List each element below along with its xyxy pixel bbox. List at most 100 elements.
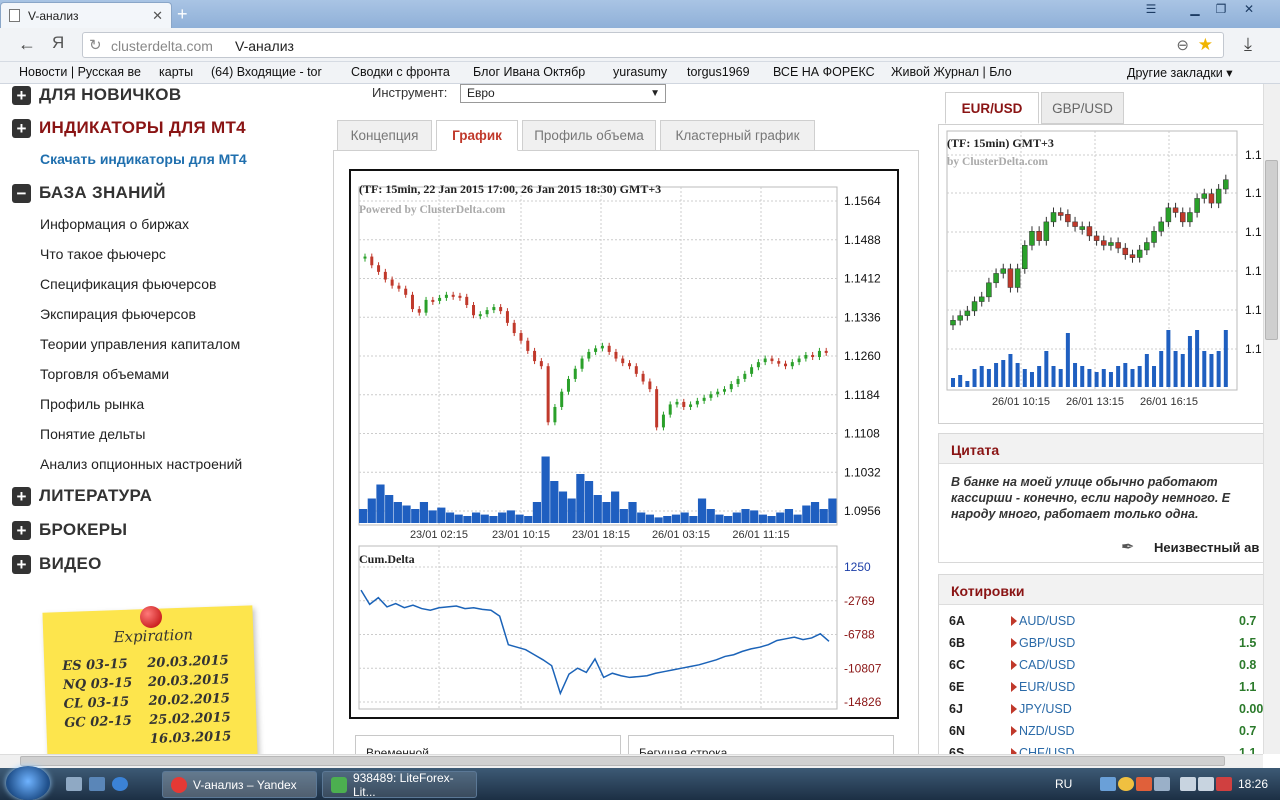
language-indicator[interactable]: RU [1055,777,1073,791]
quote-row[interactable]: 6E EUR/USD 1.1 [949,680,1257,694]
volume-bar [637,512,646,523]
knowledge-link[interactable]: Экспирация фьючерсов [40,306,196,322]
instrument-select[interactable]: Евро ▼ [460,84,666,103]
minimize-icon[interactable]: ▁ [1190,2,1200,16]
bookmark-item[interactable]: (64) Входящие - tor [211,65,322,79]
expand-icon[interactable]: + [12,118,31,138]
section-indicators[interactable]: + ИНДИКАТОРЫ ДЛЯ МТ4 [12,117,246,139]
tray-icon[interactable] [1136,777,1152,791]
quote-row[interactable]: 6N NZD/USD 0.7 [949,724,1257,738]
bookmark-item[interactable]: Блог Ивана Октябр [473,65,586,79]
back-arrow-icon[interactable]: ← [18,34,36,54]
expand-icon[interactable]: + [12,85,31,105]
tab-volume-profile[interactable]: Профиль объема [522,120,656,151]
collapse-icon[interactable]: − [12,183,31,203]
taskbar-item-yandex[interactable]: V-анализ – Yandex [162,771,317,798]
section-literature[interactable]: + ЛИТЕРАТУРА [12,485,152,507]
candle-body [560,391,564,407]
section-label: ИНДИКАТОРЫ ДЛЯ МТ4 [39,118,246,137]
knowledge-link[interactable]: Спецификация фьючерсов [40,276,217,292]
taskbar-item-liteforex[interactable]: 938489: LiteForex-Lit... [322,771,477,799]
candle-body [790,362,794,367]
candle-body [390,279,394,286]
bottom-box-ticker[interactable]: Бегущая строка [628,735,894,754]
expand-icon[interactable]: + [12,554,31,574]
horizontal-scroll-thumb[interactable] [20,756,1225,766]
browser-tab[interactable]: V-анализ ✕ [0,2,172,28]
tab-eurusd[interactable]: EUR/USD [945,92,1039,124]
explorer-icon[interactable] [89,777,105,791]
candle-body [661,414,665,428]
tab-chart[interactable]: График [436,120,518,151]
knowledge-link[interactable]: Теории управления капиталом [40,336,241,352]
section-video[interactable]: + ВИДЕО [12,553,102,575]
knowledge-link[interactable]: Понятие дельты [40,426,146,442]
vertical-scroll-thumb[interactable] [1265,160,1278,340]
y-tick-label: 1.1 [1245,148,1262,162]
tab-cluster-chart[interactable]: Кластерный график [660,120,815,151]
restore-icon[interactable]: ❐ [1215,2,1227,16]
show-desktop-icon[interactable] [66,777,82,791]
tab-gbpusd[interactable]: GBP/USD [1041,92,1124,124]
bookmark-item[interactable]: torgus1969 [687,65,750,79]
download-indicators-link[interactable]: Скачать индикаторы для МТ4 [40,151,247,167]
ie-icon[interactable] [112,777,128,791]
menu-icon[interactable]: ☰ [1145,2,1157,16]
y-tick-label: 1.1488 [844,233,881,247]
address-bar[interactable]: ↻ clusterdelta.com V-анализ ⊖ ★ [82,32,1224,58]
volume-bar [593,495,602,523]
new-tab-button[interactable]: + [177,4,188,24]
knowledge-link[interactable]: Торговля объемами [40,366,170,382]
close-tab-icon[interactable]: ✕ [152,7,163,23]
volume-bar [972,369,977,387]
tray-icon[interactable] [1100,777,1116,791]
knowledge-link[interactable]: Что такое фьючерс [40,246,166,262]
bookmark-item[interactable]: Новости | Русская ве [19,65,141,79]
yandex-icon[interactable]: Я [52,33,65,52]
section-beginners[interactable]: + ДЛЯ НОВИЧКОВ [12,84,181,106]
bookmark-item[interactable]: yurasumy [613,65,668,79]
quote-row[interactable]: 6A AUD/USD 0.7 [949,614,1257,628]
bookmark-item[interactable]: Сводки с фронта [351,65,450,79]
bookmark-item[interactable]: Живой Журнал | Бло [891,65,1012,79]
clock[interactable]: 18:26 [1238,777,1269,791]
reload-icon[interactable]: ↻ [89,37,102,54]
bookmark-item[interactable]: карты [159,65,194,79]
volume-bar [411,509,420,523]
down-triangle-icon [1011,748,1017,754]
yandex-icon [171,776,187,793]
bookmark-item[interactable]: ВСЕ НА ФОРЕКС [773,65,875,79]
expand-icon[interactable]: + [12,486,31,506]
candle-body [472,305,476,316]
section-knowledge[interactable]: − БАЗА ЗНАНИЙ [12,182,166,204]
x-tick-label: 23/01 02:15 [410,529,468,541]
zoom-icon[interactable]: ⊖ [1176,37,1189,54]
section-brokers[interactable]: + БРОКЕРЫ [12,519,127,541]
candle-body [770,358,774,362]
bottom-box-time[interactable]: Временной [355,735,621,754]
volume-bar [550,481,559,523]
other-bookmarks[interactable]: Другие закладки ▾ [1127,66,1233,80]
notification-icon[interactable] [1216,777,1232,791]
tray-icon[interactable] [1154,777,1170,791]
close-window-icon[interactable]: ✕ [1243,2,1255,16]
tray-icon[interactable] [1118,777,1134,791]
start-button[interactable] [6,766,50,800]
download-icon[interactable]: ⤓ [1244,34,1252,54]
knowledge-link[interactable]: Информация о биржах [40,216,190,232]
instrument-label: Инструмент: [372,85,448,100]
tab-concept[interactable]: Концепция [337,120,432,151]
expand-icon[interactable]: + [12,520,31,540]
network-icon[interactable] [1180,777,1196,791]
volume-icon[interactable] [1198,777,1214,791]
candle-body [594,348,598,352]
quotes-title: Котировки [939,575,1267,605]
quote-row[interactable]: 6J JPY/USD 0.00 [949,702,1264,716]
knowledge-link[interactable]: Профиль рынка [40,396,145,412]
quote-row[interactable]: 6S CHF/USD 1.1 [949,746,1279,754]
knowledge-link[interactable]: Анализ опционных настроений [40,456,243,472]
quote-row[interactable]: 6C CAD/USD 0.8 [949,658,1257,672]
quote-row[interactable]: 6B GBP/USD 1.5 [949,636,1257,650]
volume-bar [663,516,672,523]
bookmark-star-icon[interactable]: ★ [1197,35,1213,54]
